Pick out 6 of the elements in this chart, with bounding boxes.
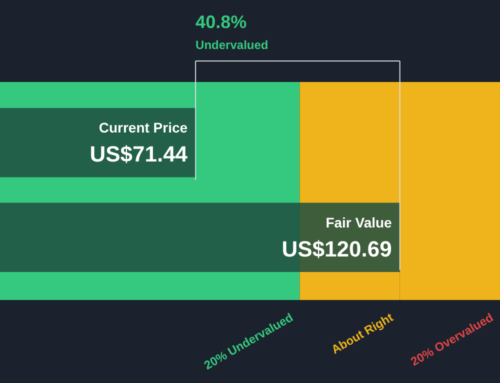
data-label: US$120.69 bbox=[282, 236, 392, 262]
data-label: US$71.44 bbox=[90, 142, 188, 167]
y-tick-label: Current Price bbox=[98, 120, 188, 136]
y-tick-label: Fair Value bbox=[326, 214, 392, 230]
text: 40.8% bbox=[196, 12, 247, 32]
text: Undervalued bbox=[196, 38, 268, 52]
